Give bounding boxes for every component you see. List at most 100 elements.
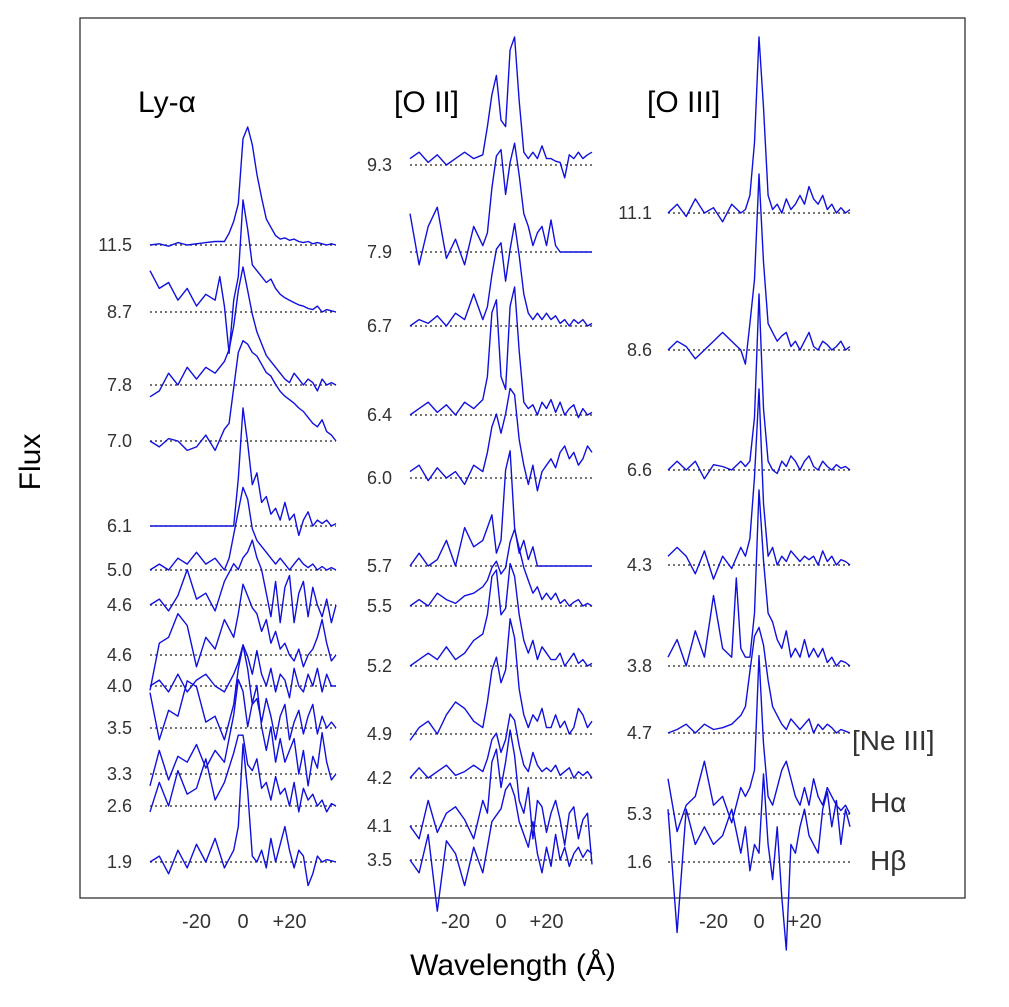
- spectrum-line: [667, 489, 851, 667]
- x-tick-labels: -20 0 +20 -20 0 +20 -20 0 +20: [182, 911, 821, 933]
- spectrum-0-2: 7.8: [107, 266, 337, 398]
- plot-frame: [79, 17, 966, 899]
- spectrum-line: [409, 142, 592, 266]
- panel-titles: Ly-α [O II] [O III]: [138, 86, 720, 119]
- x-tick-label: -20: [182, 911, 211, 933]
- spectrum-label: 7.9: [367, 242, 392, 262]
- spectrum-label: 6.1: [107, 516, 132, 536]
- spectrum-line: [667, 36, 851, 223]
- x-tick-label: -20: [441, 911, 470, 933]
- spectrum-line: [149, 678, 337, 787]
- spectrum-label: 4.9: [367, 724, 392, 744]
- spectrum-2-7: 1.6: [627, 773, 851, 951]
- spectrum-2-5: 4.7: [627, 626, 851, 743]
- extra-line-label-h-beta: Hβ: [870, 845, 906, 876]
- spectrum-label: 4.6: [107, 595, 132, 615]
- spectrum-1-9: 4.2: [367, 713, 593, 788]
- spectrum-label: 3.5: [367, 850, 392, 870]
- spectrum-0-0: 11.5: [98, 126, 337, 255]
- x-tick-label: +20: [530, 911, 564, 933]
- spectrum-label: 11.1: [618, 203, 652, 223]
- spectrum-line: [149, 486, 337, 571]
- extra-line-label-ne-iii: [Ne III]: [852, 725, 934, 756]
- spectrum-line: [667, 173, 851, 365]
- spectrum-line: [409, 286, 593, 419]
- spectrum-label: 7.8: [107, 375, 132, 395]
- spectrum-line: [409, 618, 593, 741]
- spectrum-0-1: 8.7: [107, 199, 337, 354]
- spectrum-label: 1.9: [107, 852, 132, 872]
- spectrum-label: 4.7: [627, 723, 652, 743]
- spectrum-label: 5.2: [367, 656, 392, 676]
- spectrum-label: 6.6: [627, 460, 652, 480]
- spectrum-line: [667, 293, 851, 480]
- spectrum-label: 4.6: [107, 645, 132, 665]
- spectrum-line: [149, 340, 337, 452]
- spectrum-line: [149, 644, 336, 699]
- spectrum-1-2: 6.7: [367, 222, 593, 336]
- spectrum-line: [409, 36, 593, 179]
- x-tick-label: +20: [273, 911, 307, 933]
- spectrum-line: [409, 782, 593, 912]
- x-tick-label: -20: [699, 911, 728, 933]
- spectrum-label: 8.7: [107, 302, 132, 322]
- spectrum-line: [149, 199, 337, 354]
- spectrum-2-0: 11.1: [618, 36, 851, 223]
- x-tick-label: 0: [753, 911, 764, 933]
- spectrum-1-0: 9.3: [367, 36, 593, 179]
- panel-title-oii: [O II]: [394, 86, 459, 119]
- spectrum-line: [149, 539, 337, 624]
- spectrum-label: 6.4: [367, 405, 392, 425]
- spectrum-label: 4.2: [367, 768, 392, 788]
- spectrum-1-5: 5.7: [367, 450, 592, 576]
- spectrum-2-1: 8.6: [627, 173, 851, 365]
- spectrum-label: 6.7: [367, 316, 392, 336]
- spectrum-label: 1.6: [627, 852, 652, 872]
- spectrum-0-10: 3.3: [107, 678, 337, 787]
- spectrum-0-3: 7.0: [107, 340, 337, 452]
- spectrum-label: 5.7: [367, 556, 392, 576]
- spectrum-1-10: 4.1: [367, 729, 593, 865]
- spectrum-line: [149, 583, 337, 691]
- spectrum-label: 5.5: [367, 596, 392, 616]
- spectrum-label: 9.3: [367, 155, 392, 175]
- spectrum-1-3: 6.4: [367, 286, 593, 425]
- spectrum-label: 4.1: [367, 816, 392, 836]
- spectrum-1-4: 6.0: [367, 387, 593, 492]
- spectrum-1-7: 5.2: [367, 562, 593, 676]
- spectrum-0-6: 4.6: [107, 539, 337, 624]
- spectrum-0-4: 6.1: [107, 407, 337, 537]
- spectrum-line: [149, 126, 337, 247]
- panel-title-oiii: [O III]: [647, 86, 720, 119]
- spectrum-label: 11.5: [98, 235, 132, 255]
- x-tick-label: 0: [237, 911, 248, 933]
- spectra-layer: 11.5 8.7 7.8 7.0 6.1 5.0 4.6 4.6 4.0 3.5 3.3 2.6 1.9…: [98, 36, 851, 951]
- spectrum-line: [409, 713, 593, 779]
- spectrum-0-7: 4.6: [107, 583, 337, 691]
- spectrum-line: [149, 734, 337, 813]
- spectrum-line: [667, 388, 851, 580]
- spectrum-line: [409, 562, 593, 667]
- spectrum-label: 8.6: [627, 340, 652, 360]
- spectrum-label: 4.3: [627, 555, 652, 575]
- spectrum-0-12: 1.9: [107, 743, 337, 887]
- spectrum-1-8: 4.9: [367, 618, 593, 744]
- spectrum-label: 3.5: [107, 718, 132, 738]
- spectrum-2-6: 5.3: [627, 654, 851, 833]
- panel-title-ly-alpha: Ly-α: [138, 86, 196, 119]
- spectrum-label: 4.0: [107, 676, 132, 696]
- spectrum-line: [409, 528, 593, 607]
- spectrum-label: 3.8: [627, 656, 652, 676]
- spectrum-1-6: 5.5: [367, 528, 593, 616]
- spectrum-2-4: 3.8: [627, 489, 851, 676]
- spectrum-line: [149, 644, 337, 741]
- x-axis-title: Wavelength (Å): [410, 949, 616, 982]
- spectrum-label: 7.0: [107, 431, 132, 451]
- extra-line-labels: [Ne III] Hα Hβ: [852, 725, 934, 876]
- spectrum-label: 5.0: [107, 560, 132, 580]
- spectrum-1-1: 7.9: [367, 142, 592, 266]
- spectrum-2-3: 4.3: [627, 388, 851, 580]
- spectrum-line: [409, 387, 593, 492]
- spectrum-line: [667, 654, 851, 833]
- y-axis-title: Flux: [14, 434, 47, 491]
